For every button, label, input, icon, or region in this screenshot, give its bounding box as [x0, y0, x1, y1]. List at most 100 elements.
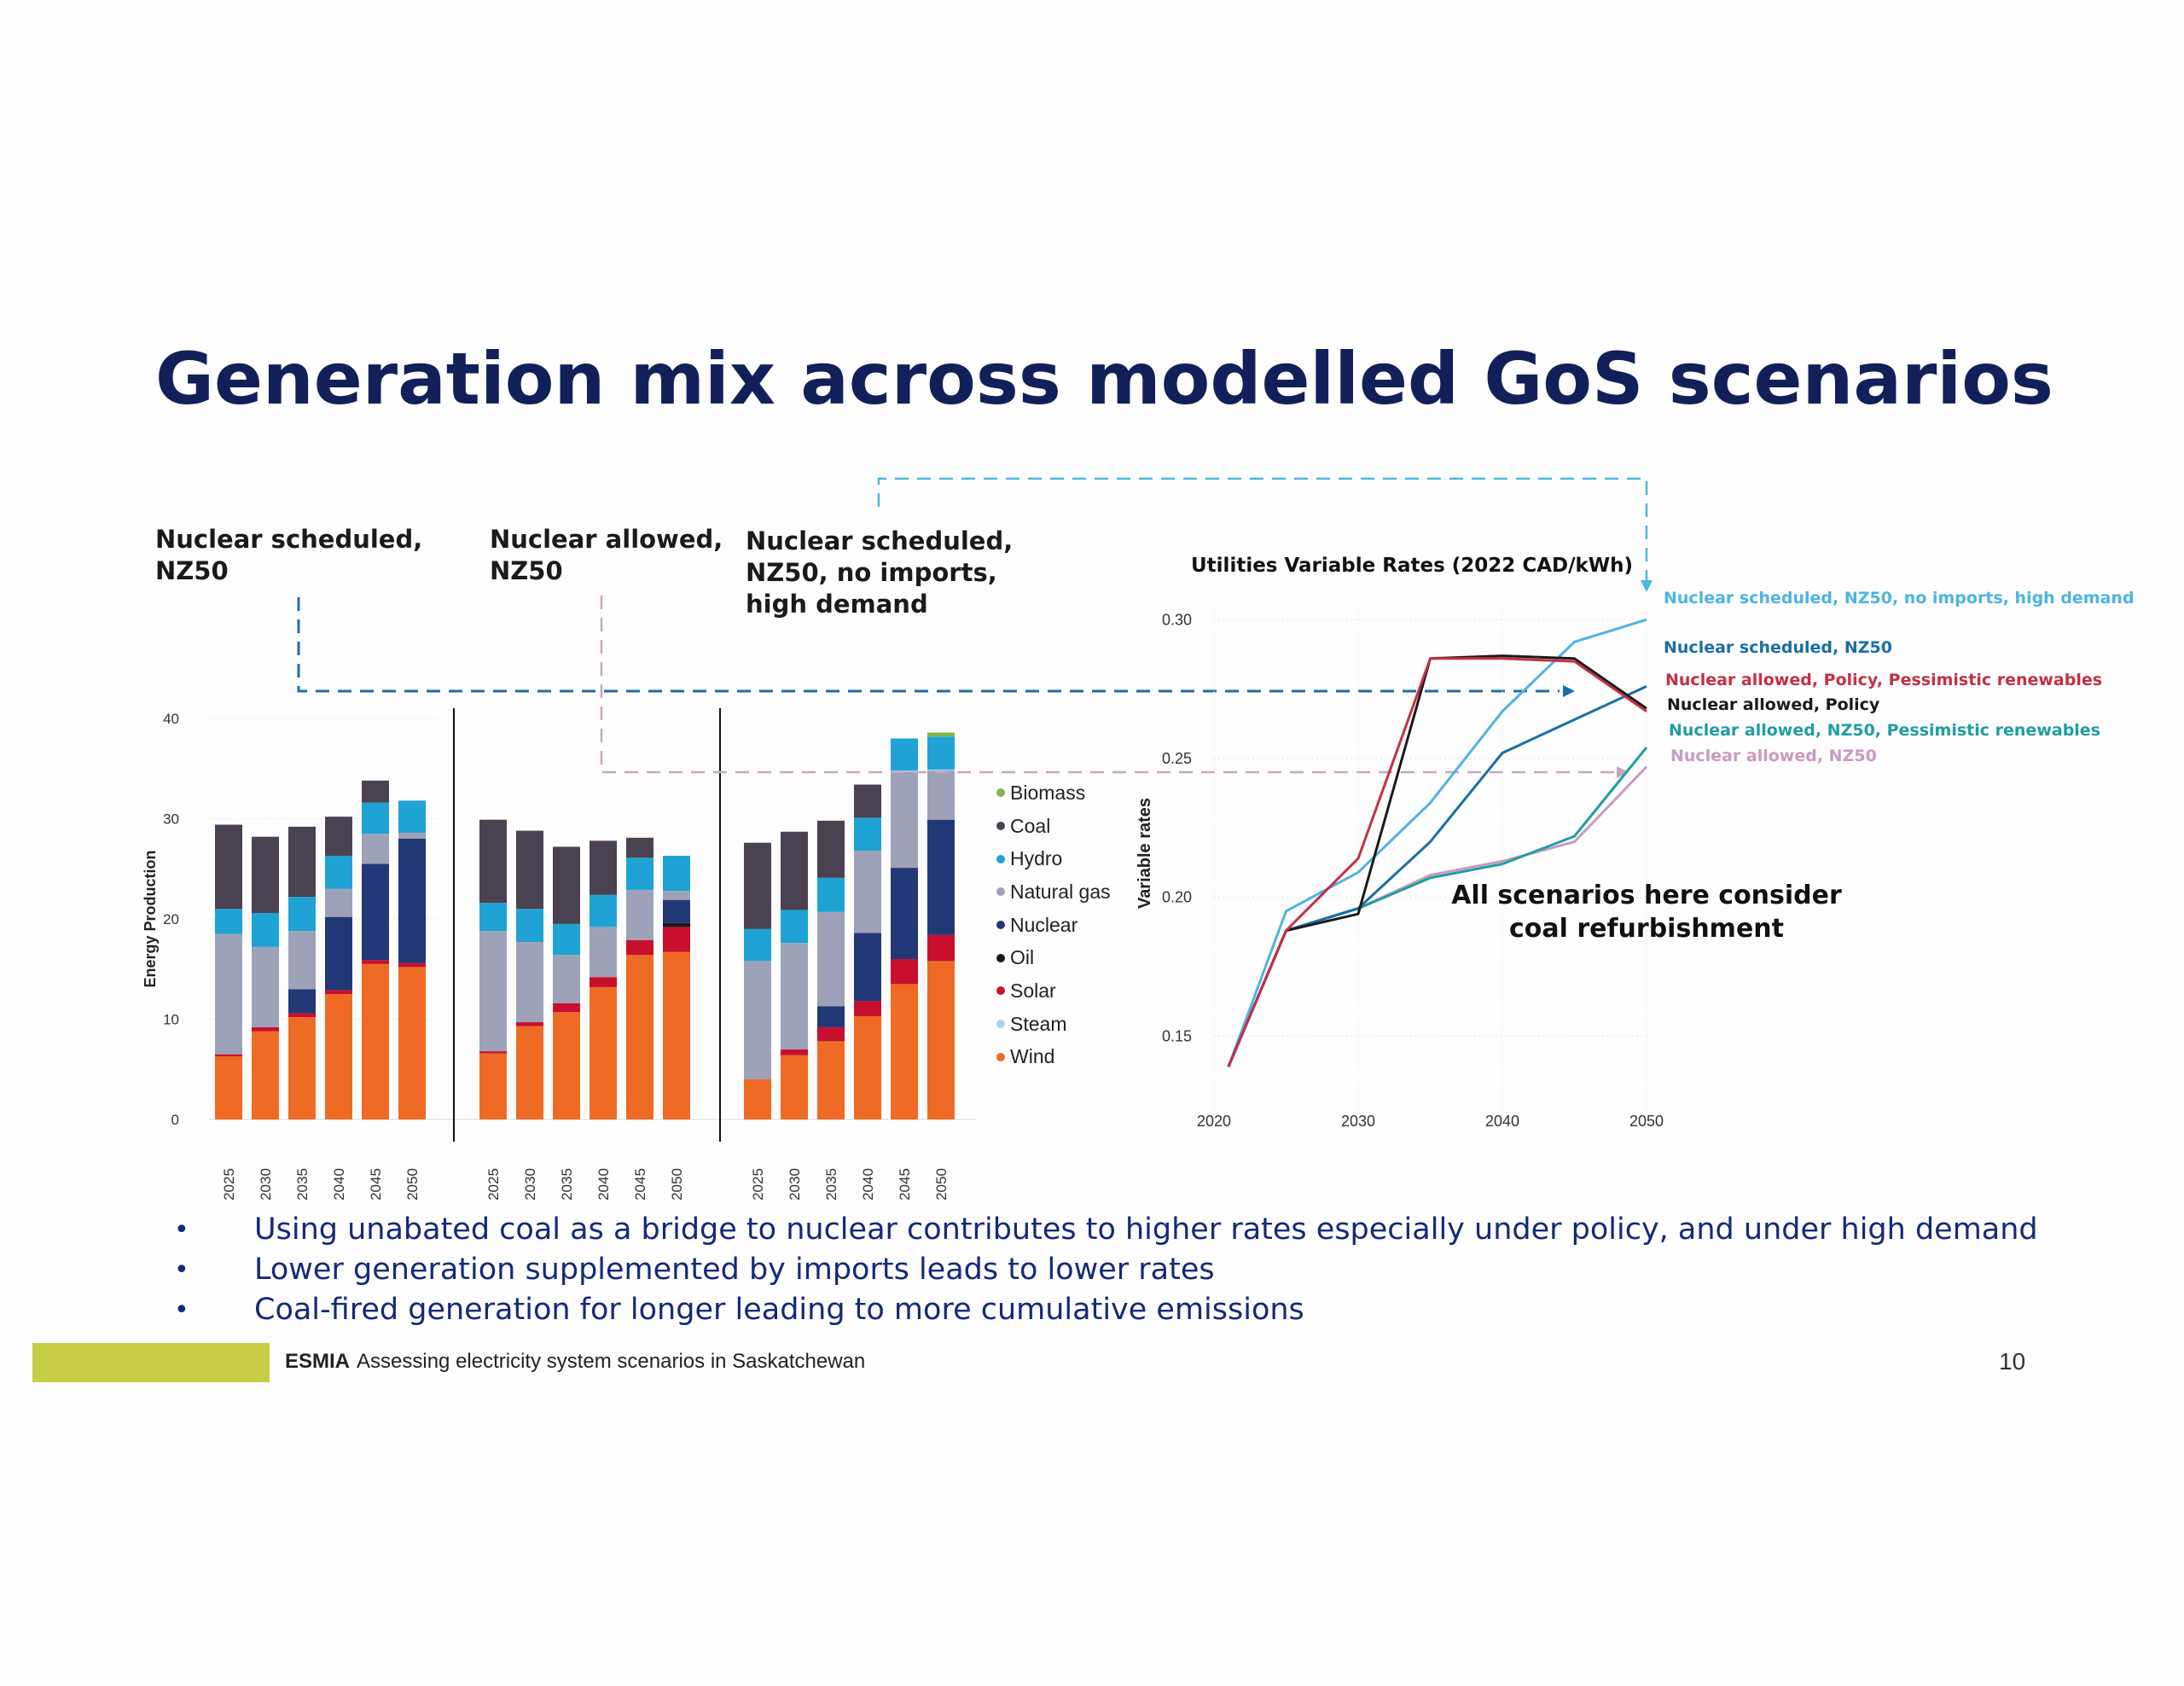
- bar-segment-natural-gas: [744, 961, 771, 1079]
- legend-label: Oil: [1010, 946, 1035, 969]
- bar-segment-wind: [479, 1053, 507, 1119]
- bar-segment-wind: [398, 967, 426, 1119]
- bar-segment-wind: [325, 994, 352, 1119]
- rate-series-label: Nuclear scheduled, NZ50: [1664, 638, 1892, 657]
- bar-segment-wind: [663, 951, 690, 1119]
- legend-swatch: [996, 887, 1005, 897]
- connector-line-scheduled: [297, 597, 1560, 693]
- legend-swatch: [996, 986, 1005, 996]
- bar-segment-solar: [781, 1049, 808, 1055]
- bar-segment-solar: [325, 990, 352, 995]
- bar-segment-natural-gas: [215, 933, 242, 1055]
- y-tick-label: 10: [163, 1012, 179, 1028]
- legend-label: Nuclear: [1010, 913, 1078, 936]
- bar-segment-wind: [781, 1055, 808, 1119]
- scenario-label-3: Nuclear scheduled, NZ50, no imports, hig…: [746, 526, 1014, 619]
- bar-segment-natural-gas: [479, 931, 507, 1052]
- bar-segment-natural-gas: [252, 946, 279, 1027]
- bar-segment-coal: [362, 780, 389, 803]
- connector-line-allowed: [600, 596, 1617, 774]
- bar-segment-wind: [744, 1079, 771, 1119]
- rates-chart-title: Utilities Variable Rates (2022 CAD/kWh): [1191, 555, 1634, 577]
- bar-segment-coal: [516, 830, 543, 910]
- bar-segment-solar: [590, 977, 617, 987]
- rate-x-tick-label: 2050: [1629, 1113, 1664, 1130]
- rate-y-tick-label: 0.30: [1162, 611, 1192, 628]
- footer-description: Assessing electricity system scenarios i…: [357, 1350, 866, 1373]
- bar-segment-hydro: [626, 858, 653, 890]
- bar-segment-solar: [252, 1026, 279, 1032]
- x-tick-label: 2040: [331, 1168, 347, 1201]
- legend-swatch: [996, 854, 1005, 863]
- bar-segment-solar: [927, 934, 955, 962]
- bar-segment-hydro: [553, 923, 580, 956]
- legend-swatch: [996, 788, 1005, 798]
- bullet-marker: •: [174, 1255, 189, 1285]
- bar-segment-hydro: [744, 928, 771, 962]
- bar-segment-coal: [626, 837, 653, 858]
- bar-segment-coal: [590, 840, 617, 895]
- bar-segment-natural-gas: [663, 891, 690, 900]
- bar-segment-hydro: [891, 738, 918, 771]
- bar-segment-coal: [325, 817, 352, 856]
- y-tick-label: 20: [163, 911, 179, 927]
- bar-segment-natural-gas: [626, 889, 653, 940]
- bar-segment-hydro: [252, 912, 279, 947]
- bullet-marker: •: [174, 1295, 189, 1325]
- legend-item-natural-gas: Natural gas: [996, 875, 1111, 909]
- bar-y-axis-label: Energy Production: [142, 850, 159, 987]
- bar-segment-hydro: [325, 855, 352, 889]
- bar-segment-natural-gas: [398, 832, 426, 839]
- bar-segment-solar: [663, 927, 690, 952]
- bar-segment-hydro: [663, 855, 690, 892]
- bar-segment-natural-gas: [288, 931, 316, 990]
- bar-segment-hydro: [288, 897, 316, 932]
- bar-segment-solar: [854, 1001, 881, 1016]
- x-tick-label: 2025: [485, 1168, 502, 1201]
- scenario-label-2: Nuclear allowed, NZ50: [490, 525, 723, 585]
- rate-y-tick-label: 0.25: [1162, 750, 1192, 767]
- bar-segment-solar: [215, 1054, 242, 1056]
- scenario-label-1: Nuclear scheduled, NZ50: [155, 525, 423, 585]
- slide-title: Generation mix across modelled GoS scena…: [155, 337, 2053, 421]
- x-tick-label: 2040: [860, 1168, 876, 1201]
- x-tick-label: 2030: [787, 1168, 803, 1201]
- bar-segment-coal: [553, 846, 580, 924]
- bar-segment-natural-gas: [325, 888, 352, 917]
- bar-segment-natural-gas: [891, 771, 918, 869]
- bar-segment-hydro: [854, 817, 881, 852]
- rate-series-label: Nuclear scheduled, NZ50, no imports, hig…: [1664, 589, 2135, 608]
- y-tick-label: 0: [171, 1112, 179, 1128]
- bar-segment-biomass: [927, 732, 955, 737]
- bar-segment-nuclear: [325, 916, 352, 991]
- x-tick-label: 2045: [897, 1168, 913, 1201]
- bar-segment-hydro: [781, 910, 808, 944]
- legend-item-biomass: Biomass: [996, 776, 1111, 810]
- rate-x-tick-label: 2030: [1341, 1113, 1375, 1130]
- legend-swatch: [996, 822, 1005, 831]
- legend-label: Natural gas: [1010, 880, 1111, 903]
- bar-segment-wind: [362, 963, 389, 1119]
- bar-segment-natural-gas: [817, 911, 845, 1007]
- rate-series-line: [1227, 654, 1647, 1067]
- bullet-text: Coal-fired generation for longer leading…: [254, 1293, 1304, 1327]
- x-tick-label: 2040: [595, 1168, 612, 1201]
- rate-series-label: Nuclear allowed, NZ50, Pessimistic renew…: [1669, 721, 2101, 740]
- bar-segment-coal: [252, 836, 279, 913]
- legend-swatch: [996, 953, 1005, 962]
- bar-segment-nuclear: [288, 989, 316, 1014]
- bar-segment-nuclear: [398, 839, 426, 963]
- bar-segment-nuclear: [663, 899, 690, 923]
- x-tick-label: 2025: [750, 1168, 766, 1201]
- bar-segment-hydro: [398, 800, 426, 833]
- legend-label: Wind: [1010, 1045, 1055, 1068]
- bar-segment-hydro: [590, 894, 617, 927]
- x-tick-label: 2035: [294, 1168, 311, 1201]
- bar-segment-natural-gas: [781, 943, 808, 1049]
- bar-segment-nuclear: [927, 819, 955, 935]
- rate-x-tick-label: 2020: [1197, 1113, 1231, 1130]
- bar-segment-wind: [891, 984, 918, 1119]
- bar-segment-solar: [626, 939, 653, 956]
- bar-segment-natural-gas: [590, 927, 617, 978]
- bar-segment-natural-gas: [362, 834, 389, 864]
